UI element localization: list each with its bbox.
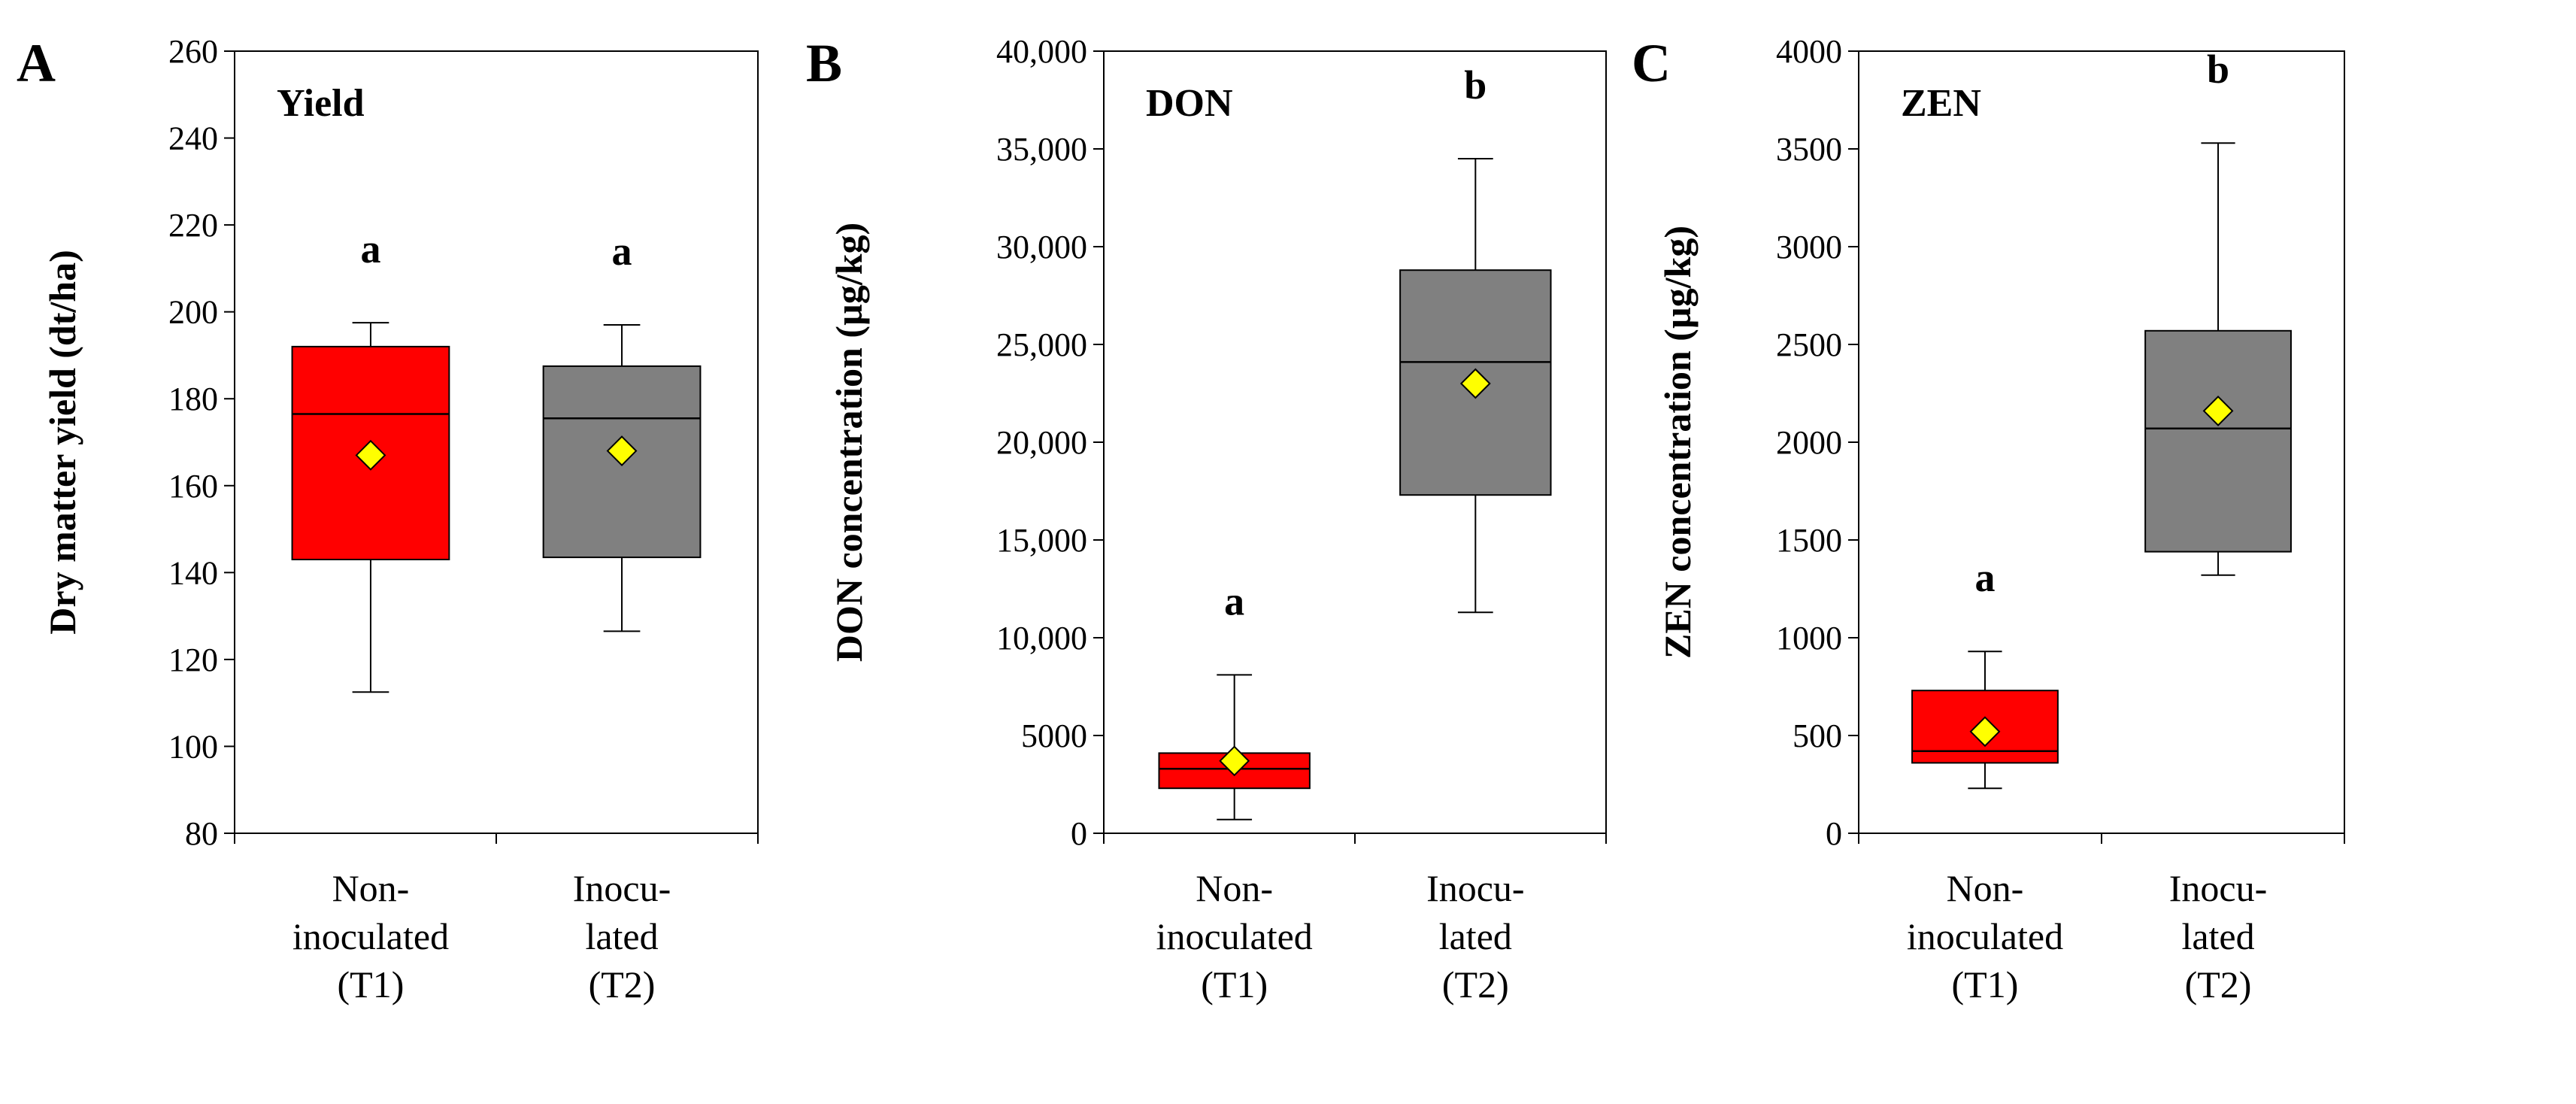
y-tick-label: 2000 <box>1776 424 1842 461</box>
category-label: Non- <box>332 867 410 909</box>
category-label: (T1) <box>1201 963 1268 1005</box>
category-label: inoculated <box>1156 915 1313 957</box>
y-tick-label: 10,000 <box>996 620 1087 657</box>
category-label: (T2) <box>2185 963 2252 1005</box>
y-tick-label: 500 <box>1793 717 1842 754</box>
panel-title: Yield <box>277 82 365 125</box>
y-tick-label: 3500 <box>1776 131 1842 168</box>
box-2: b <box>1399 62 1552 614</box>
category-label: Inocu- <box>2169 867 2268 909</box>
category-label: Non- <box>1947 867 2024 909</box>
significance-letter: b <box>1464 62 1487 108</box>
y-tick-label: 30,000 <box>996 229 1087 265</box>
category-label: Non- <box>1196 867 1273 909</box>
category-label: (T1) <box>1952 963 2019 1005</box>
y-tick-label: 15,000 <box>996 522 1087 559</box>
box-1: a <box>1911 555 2059 790</box>
category-label: Inocu- <box>573 867 671 909</box>
mean-marker <box>1969 716 2001 748</box>
category-label: (T2) <box>1442 963 1509 1005</box>
y-tick-label: 2500 <box>1776 326 1842 363</box>
y-tick-label: 1500 <box>1776 522 1842 559</box>
significance-letter: a <box>612 229 632 274</box>
panel-title: DON <box>1146 82 1233 125</box>
y-tick-label: 180 <box>168 381 218 417</box>
category-label: lated <box>1439 915 1512 957</box>
y-tick-label: 220 <box>168 207 218 244</box>
y-tick-label: 0 <box>1071 815 1087 852</box>
y-tick-label: 0 <box>1826 815 1842 852</box>
y-tick-label: 1000 <box>1776 620 1842 657</box>
y-tick-label: 25,000 <box>996 326 1087 363</box>
panel-b: 0 5000 10,000 15,000 20,000 25,000 30,000 35,00… <box>806 33 1607 1005</box>
category-label: (T1) <box>338 963 405 1005</box>
mean-marker <box>355 439 386 471</box>
significance-letter: b <box>2207 47 2229 92</box>
y-tick-label: 40,000 <box>996 33 1087 70</box>
category-label: inoculated <box>292 915 449 957</box>
mean-marker <box>606 435 638 466</box>
y-tick-label: 120 <box>168 641 218 678</box>
y-tick-label: 140 <box>168 554 218 591</box>
box-1: a <box>1158 578 1311 820</box>
category-label: inoculated <box>1907 915 2063 957</box>
y-tick-label: 4000 <box>1776 33 1842 70</box>
significance-letter: a <box>1224 578 1244 623</box>
mean-marker <box>1459 368 1491 399</box>
category-label: lated <box>2181 915 2254 957</box>
category-label: Inocu- <box>1426 867 1525 909</box>
mean-marker <box>1219 745 1250 777</box>
panel-letter: C <box>1632 33 1671 93</box>
significance-letter: a <box>360 226 380 271</box>
y-axis-label: ZEN concentration (µg/kg) <box>1656 226 1699 659</box>
category-label: lated <box>585 915 658 957</box>
box-2: b <box>2144 47 2292 576</box>
y-axis-label: Dry matter yield (dt/ha) <box>41 250 83 634</box>
panel-letter: B <box>806 33 842 93</box>
panel-title: ZEN <box>1901 82 1981 125</box>
y-tick-label: 3000 <box>1776 229 1842 265</box>
y-tick-label: 80 <box>185 815 218 852</box>
y-tick-label: 260 <box>168 33 218 70</box>
panel-a: 80 100 120 140 160 180 200 220 240 260 Dry matter … <box>17 33 759 1005</box>
y-tick-label: 200 <box>168 294 218 331</box>
y-tick-label: 100 <box>168 728 218 765</box>
y-tick-label: 240 <box>168 120 218 157</box>
category-label: (T2) <box>589 963 656 1005</box>
mean-marker <box>2202 395 2234 426</box>
y-tick-label: 20,000 <box>996 424 1087 461</box>
panel-letter: A <box>17 33 56 93</box>
y-tick-label: 5000 <box>1021 717 1087 754</box>
y-axis-label: DON concentration (µg/kg) <box>828 223 870 662</box>
box-1: a <box>291 226 450 693</box>
box-body <box>2144 329 2292 553</box>
y-tick-label: 160 <box>168 468 218 505</box>
box-2: a <box>542 229 702 632</box>
significance-letter: a <box>1974 555 1995 600</box>
y-tick-label: 35,000 <box>996 131 1087 168</box>
panel-c: 0 500 1000 1500 2000 2500 3000 3500 4000 ZEN conc… <box>1632 33 2345 1005</box>
